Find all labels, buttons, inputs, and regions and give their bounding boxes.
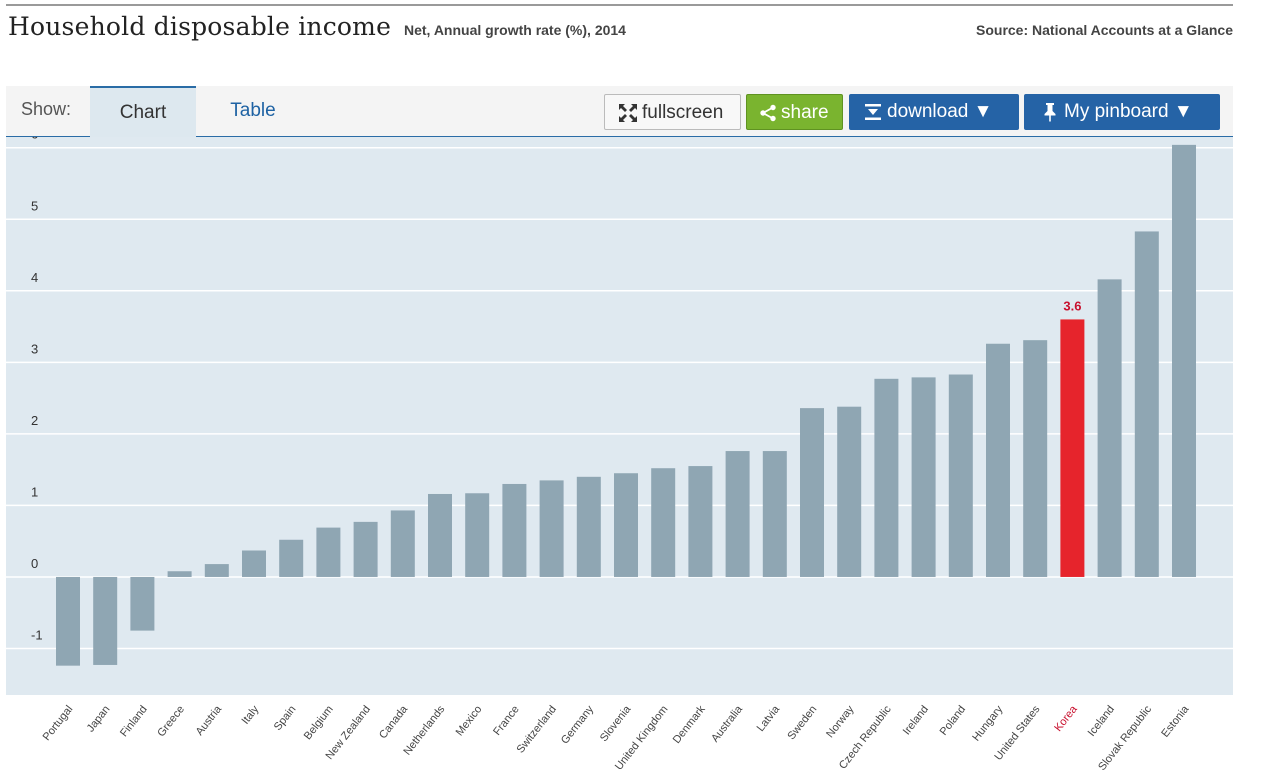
chart-area: -1 0 1 2 3 4 5 6 3.6 Portugal JapanFinlandGreece…: [0, 127, 1240, 778]
top-rule: [6, 4, 1233, 6]
data-label: 3.6: [1063, 298, 1081, 313]
x-tick-label: Germany: [559, 703, 597, 746]
bar-finland[interactable]: [130, 576, 155, 631]
bar-united-states[interactable]: [1023, 340, 1048, 577]
share-button[interactable]: share: [746, 94, 843, 130]
x-tick-label: Belgium: [302, 703, 336, 742]
plot-background: [6, 137, 1233, 695]
y-tick-label: 6: [31, 137, 38, 142]
tab-chart[interactable]: Chart: [90, 86, 196, 137]
bar-denmark[interactable]: [688, 466, 713, 577]
bar-switzerland[interactable]: [539, 480, 564, 577]
download-label: download ▼: [887, 101, 993, 122]
y-tick-label: 4: [31, 270, 38, 285]
bar-belgium[interactable]: [316, 527, 341, 577]
y-tick-label: 2: [31, 413, 38, 428]
bar-korea[interactable]: [1060, 319, 1085, 577]
bars: [56, 144, 1196, 666]
bar-greece[interactable]: [167, 571, 192, 577]
fullscreen-icon: [619, 103, 637, 122]
bar-czech-republic[interactable]: [874, 378, 899, 577]
fullscreen-label: fullscreen: [642, 102, 724, 123]
x-tick-label: Norway: [824, 703, 857, 740]
page-subtitle: Net, Annual growth rate (%), 2014: [404, 22, 626, 38]
x-tick-label: Denmark: [671, 703, 708, 746]
x-tick-label: Austria: [194, 703, 225, 738]
bar-hungary[interactable]: [986, 343, 1010, 577]
bar-ireland[interactable]: [911, 377, 936, 577]
pinboard-label: My pinboard ▼: [1064, 101, 1193, 122]
bar-spain[interactable]: [279, 539, 304, 577]
pin-icon: [1044, 102, 1056, 122]
x-tick-label: Latvia: [755, 703, 783, 734]
x-tick-label: Greece: [155, 703, 187, 739]
x-tick-label: Italy: [239, 703, 261, 727]
bar-canada[interactable]: [390, 510, 415, 577]
share-icon: [760, 104, 776, 122]
data-labels: 3.6: [1063, 298, 1081, 313]
bar-estonia[interactable]: [1172, 144, 1196, 577]
bar-sweden[interactable]: [800, 408, 824, 577]
x-tick-label: Japan: [85, 703, 113, 734]
bar-germany[interactable]: [576, 476, 601, 577]
bar-united-kingdom[interactable]: [651, 468, 676, 577]
bar-netherlands[interactable]: [428, 493, 452, 577]
share-label: share: [781, 102, 829, 123]
bar-japan[interactable]: [93, 576, 118, 665]
bar-france[interactable]: [502, 483, 527, 577]
x-tick-label: Australia: [709, 703, 745, 745]
x-tick-label: Iceland: [1086, 703, 1117, 738]
fullscreen-button[interactable]: fullscreen: [604, 94, 741, 130]
bar-new-zealand[interactable]: [353, 521, 378, 577]
bar-mexico[interactable]: [465, 493, 490, 577]
y-tick-label: 0: [31, 556, 38, 571]
show-label: Show:: [21, 99, 72, 119]
source-note: Source: National Accounts at a Glance: [976, 22, 1233, 38]
y-tick-label: -1: [31, 628, 43, 643]
download-button[interactable]: download ▼: [849, 94, 1019, 130]
x-tick-label: Korea: [1052, 703, 1080, 734]
bar-austria[interactable]: [204, 564, 229, 577]
y-tick-label: 5: [31, 198, 38, 213]
x-tick-label: Ireland: [901, 703, 931, 737]
y-tick-label: 3: [31, 341, 38, 356]
x-tick-label: France: [491, 703, 522, 737]
toolbar: Show: Chart Table fullscreen share downl…: [6, 86, 1233, 137]
bar-chart: -1 0 1 2 3 4 5 6 3.6 Portugal JapanFinlandGreece…: [6, 127, 1233, 773]
y-tick-label: 1: [31, 484, 38, 499]
page-title: Household disposable income: [8, 12, 392, 41]
bar-australia[interactable]: [725, 451, 750, 577]
x-tick-label: Estonia: [1159, 703, 1192, 740]
x-tick-label: Poland: [938, 703, 969, 737]
bar-slovak-republic[interactable]: [1134, 231, 1159, 577]
x-tick-label: Portugal: [41, 703, 76, 743]
x-tick-label: Hungary: [970, 703, 1005, 744]
download-icon: [865, 103, 881, 120]
x-tick-label: Slovenia: [598, 703, 634, 744]
x-tick-label: Mexico: [454, 703, 485, 738]
tab-table[interactable]: Table: [230, 100, 276, 121]
bar-latvia[interactable]: [762, 451, 787, 577]
x-axis: Portugal Japan Finland Greece Austria Italy Sp…: [41, 703, 1192, 773]
bar-poland[interactable]: [948, 374, 973, 577]
x-tick-label: Sweden: [785, 703, 819, 742]
pinboard-button[interactable]: My pinboard ▼: [1024, 94, 1220, 130]
bar-iceland[interactable]: [1097, 279, 1122, 577]
bar-italy[interactable]: [242, 550, 266, 577]
x-tick-label: Spain: [272, 703, 299, 733]
x-tick-label: Canada: [377, 703, 411, 741]
bar-slovenia[interactable]: [614, 473, 638, 577]
bar-norway[interactable]: [837, 406, 862, 577]
bar-portugal[interactable]: [56, 576, 80, 666]
x-tick-label: Finland: [118, 703, 150, 739]
